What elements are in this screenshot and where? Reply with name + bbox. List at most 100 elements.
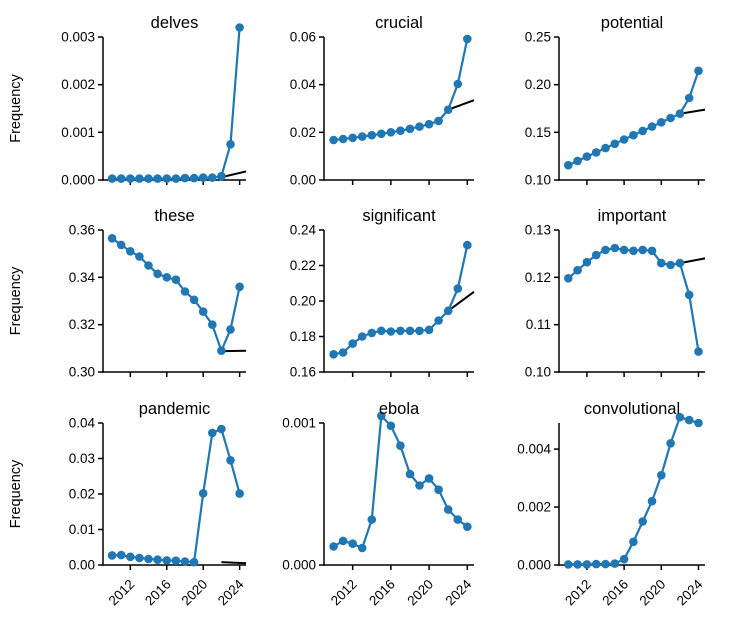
- y-tick-label: 0.13: [525, 223, 551, 238]
- y-tick-label: 0.01: [69, 522, 95, 537]
- data-point-marker: [619, 245, 629, 255]
- subplot-pandemic: 0.00 0.01 0.02 0.03 0.04 2012 2016 2020 2024 Freq…: [8, 400, 247, 608]
- x-tick-label: 2016: [366, 577, 398, 609]
- data-point-marker: [226, 456, 235, 465]
- data-point-marker: [198, 173, 208, 182]
- data-point-marker: [126, 174, 135, 183]
- data-point-marker: [348, 539, 358, 548]
- data-point-marker: [377, 411, 386, 421]
- data-point-marker: [208, 173, 217, 182]
- y-tick-label: 0.16: [290, 365, 316, 380]
- y-tick-label: 0.20: [290, 294, 316, 309]
- data-point-marker: [153, 555, 162, 564]
- y-tick-label: 0.15: [525, 125, 551, 140]
- data-point-marker: [357, 332, 367, 341]
- data-point-marker: [666, 113, 675, 123]
- data-point-marker: [647, 496, 657, 506]
- subplot-important: 0.10 0.11 0.12 0.13 important: [525, 207, 706, 380]
- data-point-marker: [666, 439, 675, 448]
- y-tick-label: 0.11: [526, 317, 551, 332]
- data-point-marker: [189, 557, 199, 567]
- data-point-marker: [463, 240, 472, 250]
- data-point-marker: [171, 556, 181, 565]
- data-point-marker: [217, 171, 226, 181]
- y-tick-label: 0.001: [61, 125, 95, 140]
- y-tick-label: 0.06: [290, 30, 316, 45]
- y-tick-label: 0.002: [517, 500, 551, 515]
- data-point-marker: [386, 421, 396, 431]
- data-point-marker: [629, 246, 638, 256]
- x-tick-label: 2012: [106, 577, 138, 609]
- subplot-ebola: 0.000 0.001 2012 2016 2020 2024 ebola: [282, 400, 475, 608]
- data-point-marker: [189, 295, 199, 305]
- trend-line: [447, 290, 475, 312]
- data-point-marker: [377, 129, 386, 139]
- data-point-marker: [424, 474, 434, 483]
- x-tick-label: 2012: [328, 577, 360, 609]
- data-point-marker: [443, 306, 453, 316]
- data-point-marker: [377, 326, 386, 336]
- frequency-line: [333, 244, 469, 356]
- data-point-marker: [463, 34, 472, 44]
- y-axis-label: Frequency: [8, 266, 24, 335]
- data-point-marker: [235, 489, 244, 498]
- data-point-marker: [162, 174, 172, 183]
- data-point-marker: [338, 348, 348, 357]
- y-tick-label: 0.000: [517, 558, 551, 573]
- x-tick-label: 2012: [562, 577, 594, 609]
- data-point-marker: [629, 130, 638, 140]
- y-tick-label: 0.003: [61, 30, 95, 45]
- data-point-marker: [424, 325, 434, 335]
- data-point-marker: [116, 550, 126, 560]
- y-tick-label: 0.000: [282, 558, 316, 573]
- subplot-significant: 0.16 0.18 0.20 0.22 0.24 significant: [290, 207, 475, 380]
- data-point-marker: [463, 522, 472, 531]
- subplot-crucial: 0.00 0.02 0.04 0.06 crucial: [290, 14, 475, 188]
- data-point-marker: [582, 152, 592, 161]
- data-point-marker: [217, 424, 226, 434]
- subplot-title: delves: [151, 14, 199, 32]
- data-point-marker: [591, 148, 601, 157]
- data-point-marker: [694, 347, 703, 356]
- data-point-marker: [601, 143, 610, 153]
- subplot-title: these: [154, 207, 194, 225]
- data-point-marker: [144, 261, 153, 270]
- trend-line: [221, 561, 247, 565]
- data-point-marker: [415, 122, 424, 131]
- data-point-marker: [405, 469, 415, 479]
- data-point-marker: [235, 282, 244, 292]
- data-point-marker: [564, 560, 573, 569]
- data-point-marker: [684, 415, 694, 425]
- data-point-marker: [116, 174, 126, 183]
- data-point-marker: [126, 552, 135, 562]
- y-tick-label: 0.001: [282, 416, 316, 431]
- data-point-marker: [415, 481, 424, 490]
- x-tick-label: 2016: [142, 577, 174, 609]
- data-point-marker: [126, 247, 135, 256]
- subplot-delves: 0.000 0.001 0.002 0.003 Frequency delves: [8, 14, 247, 188]
- y-tick-label: 0.34: [69, 270, 96, 285]
- data-point-marker: [357, 543, 367, 553]
- data-point-marker: [434, 116, 443, 126]
- frequency-line: [333, 38, 469, 142]
- data-point-marker: [208, 320, 217, 330]
- data-point-marker: [638, 245, 647, 255]
- data-point-marker: [684, 290, 694, 300]
- frequency-line: [112, 27, 241, 180]
- data-point-marker: [153, 269, 162, 279]
- data-point-marker: [180, 557, 190, 566]
- data-point-marker: [591, 250, 601, 260]
- data-point-marker: [135, 553, 144, 563]
- y-tick-label: 0.32: [69, 317, 95, 332]
- subplot-title: significant: [362, 207, 436, 225]
- data-point-marker: [198, 489, 208, 498]
- data-point-marker: [405, 124, 415, 134]
- data-point-marker: [443, 105, 453, 114]
- data-point-marker: [153, 174, 162, 183]
- y-tick-label: 0.004: [517, 442, 551, 457]
- data-point-marker: [453, 515, 463, 524]
- y-tick-label: 0.22: [290, 258, 316, 273]
- data-point-marker: [180, 287, 190, 296]
- data-point-marker: [573, 560, 582, 569]
